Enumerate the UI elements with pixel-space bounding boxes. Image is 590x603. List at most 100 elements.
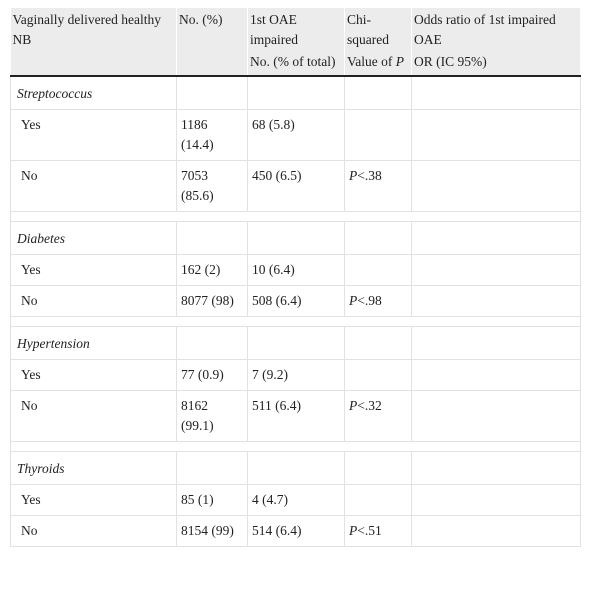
- empty-cell: [176, 221, 248, 255]
- empty-cell: [176, 75, 248, 110]
- p-symbol: P: [349, 293, 358, 308]
- header-text: Vaginally delivered healthy NB: [12, 12, 161, 47]
- section-row: Hypertension: [10, 326, 581, 360]
- p-value-cell: [344, 484, 412, 516]
- odds-cell: [411, 109, 581, 161]
- p-value-cell: P<.32: [344, 390, 412, 442]
- data-table: Vaginally delivered healthy NB No. (%) 1st…: [10, 8, 581, 547]
- header-text: Odds ratio of 1st impaired OAE: [414, 12, 556, 47]
- p-value-cell: P<.51: [344, 515, 412, 547]
- spacer-row: [10, 211, 581, 222]
- header-line: No. (% of total): [250, 52, 341, 72]
- spacer-cell: [10, 316, 581, 327]
- row-label: Yes: [10, 109, 177, 161]
- header-text: Value of: [347, 54, 393, 69]
- p-value-cell: [344, 109, 412, 161]
- header-cell: 1st OAE impaired No. (% of total): [247, 8, 345, 76]
- header-line: Vaginally delivered healthy NB: [13, 10, 174, 50]
- table-body: Streptococcus Yes 1186 (14.4) 68 (5.8) No 705…: [10, 75, 581, 547]
- count-cell: 7053 (85.6): [176, 160, 248, 212]
- p-value: <.38: [357, 168, 382, 183]
- oae-cell: 511 (6.4): [247, 390, 345, 442]
- empty-cell: [247, 221, 345, 255]
- empty-cell: [176, 326, 248, 360]
- spacer-cell: [10, 441, 581, 452]
- header-line: OR (IC 95%): [414, 52, 577, 72]
- count-cell: 8162 (99.1): [176, 390, 248, 442]
- empty-cell: [344, 221, 412, 255]
- count-cell: 85 (1): [176, 484, 248, 516]
- p-value: <.51: [357, 523, 382, 538]
- row-label: Yes: [10, 254, 177, 286]
- p-symbol: P: [349, 523, 358, 538]
- row-label: No: [10, 160, 177, 212]
- empty-cell: [247, 326, 345, 360]
- odds-cell: [411, 359, 581, 391]
- oae-cell: 4 (4.7): [247, 484, 345, 516]
- header-text: No. (%): [179, 12, 223, 27]
- header-line: Value of P: [347, 52, 408, 72]
- oae-cell: 450 (6.5): [247, 160, 345, 212]
- empty-cell: [344, 75, 412, 110]
- odds-cell: [411, 160, 581, 212]
- data-row: No 8077 (98) 508 (6.4) P<.98: [10, 285, 581, 317]
- count-cell: 77 (0.9): [176, 359, 248, 391]
- header-cell: No. (%): [176, 8, 248, 76]
- empty-cell: [411, 75, 581, 110]
- p-value-cell: [344, 359, 412, 391]
- empty-cell: [247, 75, 345, 110]
- oae-cell: 68 (5.8): [247, 109, 345, 161]
- section-title: Hypertension: [10, 326, 177, 360]
- header-text: Chi-squared: [347, 12, 389, 47]
- row-label: No: [10, 285, 177, 317]
- data-row: Yes 1186 (14.4) 68 (5.8): [10, 109, 581, 161]
- data-row: Yes 85 (1) 4 (4.7): [10, 484, 581, 516]
- data-row: No 8162 (99.1) 511 (6.4) P<.32: [10, 390, 581, 442]
- header-line: Chi-squared: [347, 10, 408, 50]
- spacer-cell: [10, 211, 581, 222]
- spacer-row: [10, 316, 581, 327]
- row-label: No: [10, 390, 177, 442]
- empty-cell: [411, 451, 581, 485]
- row-label: Yes: [10, 484, 177, 516]
- odds-cell: [411, 484, 581, 516]
- empty-cell: [344, 451, 412, 485]
- oae-cell: 10 (6.4): [247, 254, 345, 286]
- data-row: Yes 77 (0.9) 7 (9.2): [10, 359, 581, 391]
- section-row: Diabetes: [10, 221, 581, 255]
- empty-cell: [247, 451, 345, 485]
- p-value: <.98: [357, 293, 382, 308]
- empty-cell: [176, 451, 248, 485]
- section-row: Streptococcus: [10, 75, 581, 110]
- empty-cell: [411, 326, 581, 360]
- odds-cell: [411, 390, 581, 442]
- header-symbol: P: [395, 54, 404, 69]
- p-symbol: P: [349, 168, 358, 183]
- section-title: Streptococcus: [10, 75, 177, 110]
- p-value: <.32: [357, 398, 382, 413]
- count-cell: 1186 (14.4): [176, 109, 248, 161]
- section-title: Diabetes: [10, 221, 177, 255]
- p-value-cell: [344, 254, 412, 286]
- header-row: Vaginally delivered healthy NB No. (%) 1st…: [10, 8, 581, 76]
- odds-cell: [411, 254, 581, 286]
- odds-cell: [411, 515, 581, 547]
- p-symbol: P: [349, 398, 358, 413]
- header-line: 1st OAE impaired: [250, 10, 341, 50]
- section-title: Thyroids: [10, 451, 177, 485]
- data-row: No 7053 (85.6) 450 (6.5) P<.38: [10, 160, 581, 212]
- data-row: No 8154 (99) 514 (6.4) P<.51: [10, 515, 581, 547]
- p-value-cell: P<.98: [344, 285, 412, 317]
- spacer-row: [10, 441, 581, 452]
- header-line: Odds ratio of 1st impaired OAE: [414, 10, 577, 50]
- empty-cell: [344, 326, 412, 360]
- oae-cell: 7 (9.2): [247, 359, 345, 391]
- p-value-cell: P<.38: [344, 160, 412, 212]
- header-line: No. (%): [179, 10, 244, 30]
- header-cell: Odds ratio of 1st impaired OAE OR (IC 95%…: [411, 8, 581, 76]
- row-label: No: [10, 515, 177, 547]
- count-cell: 8077 (98): [176, 285, 248, 317]
- oae-cell: 514 (6.4): [247, 515, 345, 547]
- odds-cell: [411, 285, 581, 317]
